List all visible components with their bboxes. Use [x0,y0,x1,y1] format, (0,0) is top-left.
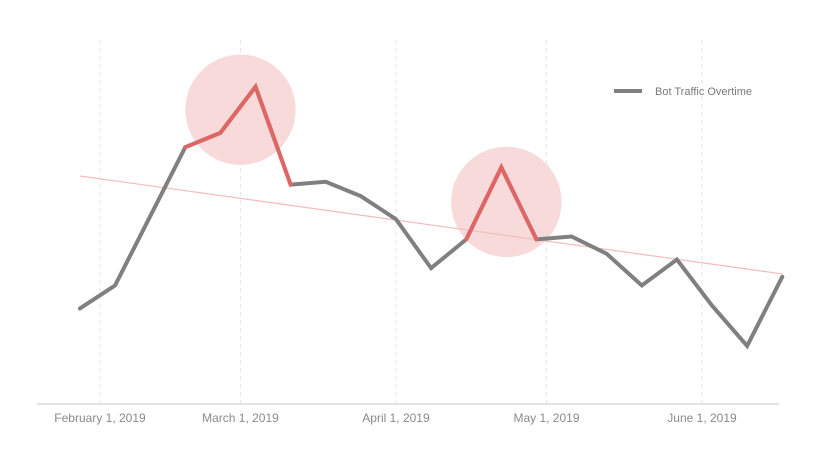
x-tick-label: April 1, 2019 [362,411,430,425]
x-tick-labels: February 1, 2019 March 1, 2019 April 1, 20… [54,411,737,425]
highlight-circles [185,54,562,258]
legend: Bot Traffic Overtime [614,86,752,98]
x-tick-label: February 1, 2019 [54,411,146,425]
x-tick-label: May 1, 2019 [513,411,579,425]
highlight-circle [451,146,562,258]
highlighted-segment [183,82,293,187]
x-tick-label: June 1, 2019 [667,411,737,425]
trendline [79,175,783,275]
x-tick-label: March 1, 2019 [202,411,279,425]
highlighted-segment [464,162,539,242]
series-line-layer [77,82,785,350]
series-line [77,82,785,350]
legend-label: Bot Traffic Overtime [655,86,752,98]
trendline-layer [79,175,783,275]
